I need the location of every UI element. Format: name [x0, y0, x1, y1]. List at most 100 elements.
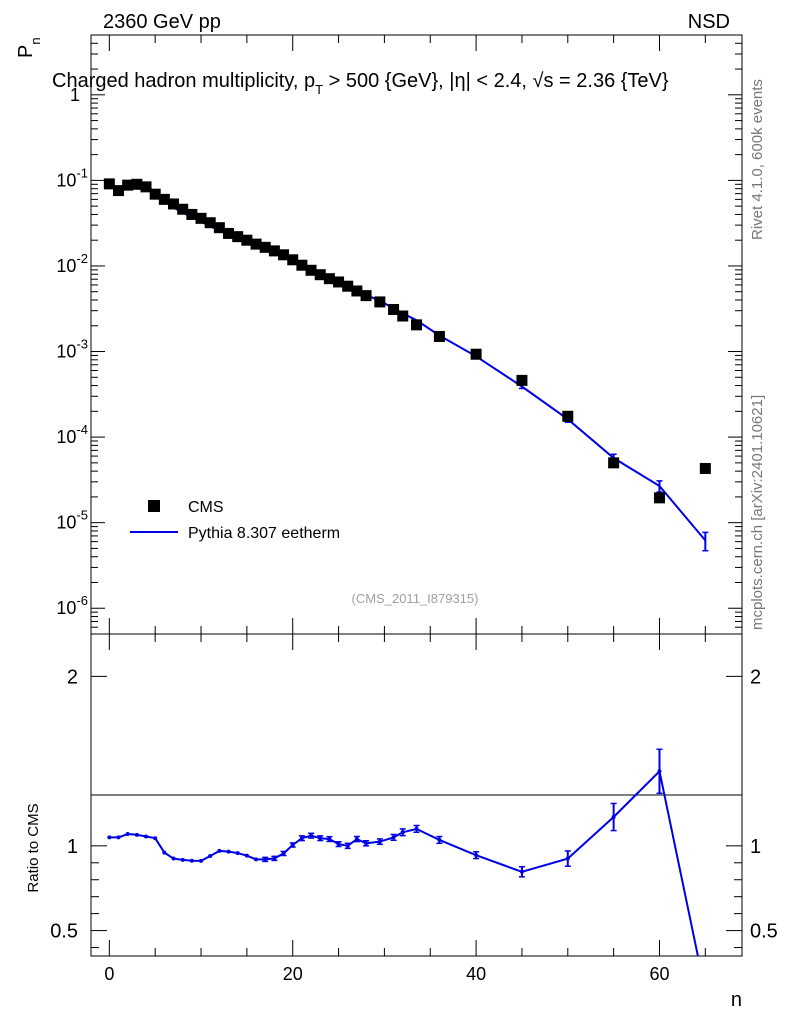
main-ytick-label: 10-5: [56, 508, 88, 533]
cms-point: [195, 212, 207, 224]
cms-point: [608, 457, 620, 469]
cms-point: [296, 259, 308, 271]
x-tick-labels: 0 20 40 60: [104, 964, 669, 984]
main-ytick-label: 10-4: [56, 422, 88, 447]
cms-point: [699, 462, 711, 474]
main-ylabel: Pn: [15, 37, 43, 58]
ratio-line: [109, 769, 699, 956]
rivet-version-label: Rivet 4.1.0, 600k events: [749, 79, 766, 240]
cms-point: [103, 178, 115, 190]
legend: CMS Pythia 8.307 eetherm: [130, 499, 340, 542]
ratio-point: [703, 990, 707, 994]
mcplots-label: mcplots.cern.ch [arXiv:2401.10621]: [749, 395, 766, 630]
ratio-point: [235, 851, 240, 856]
cms-point: [653, 492, 665, 504]
ratio-point: [189, 858, 194, 863]
cms-point: [323, 273, 335, 285]
ratio-point: [116, 835, 121, 840]
legend-cms-label: CMS: [188, 499, 224, 516]
cms-point: [168, 198, 180, 210]
cms-point: [388, 303, 400, 315]
ratio-point: [254, 857, 259, 862]
legend-pythia-label: Pythia 8.307 eetherm: [188, 525, 340, 542]
cms-point: [374, 296, 386, 308]
main-series-group: [103, 178, 711, 552]
cms-point: [177, 203, 189, 215]
cms-point: [213, 222, 225, 234]
cms-point: [122, 179, 134, 191]
ratio-y-tick-labels: 0.5 0.5 1 1 2 2: [50, 666, 778, 942]
ratio-point: [153, 836, 158, 841]
cms-point: [268, 245, 280, 257]
ratio-ytick-label-left: 1: [67, 836, 78, 858]
ratio-point: [180, 857, 185, 862]
main-ytick-label: 10-2: [56, 251, 88, 276]
ratio-series-group: [107, 748, 707, 994]
cms-point: [131, 178, 143, 190]
x-axis-label: n: [731, 989, 742, 1011]
ratio-point: [217, 848, 222, 853]
cms-point: [241, 234, 253, 246]
ratio-point: [244, 853, 249, 858]
cms-point: [397, 310, 409, 322]
ratio-point: [226, 849, 231, 854]
cms-point: [411, 319, 422, 331]
cms-point: [186, 208, 198, 220]
ratio-ytick-label-left: 0.5: [50, 921, 78, 943]
x-tick-label: 40: [466, 964, 486, 984]
ratio-point: [171, 856, 176, 861]
main-y-tick-labels: 10-6 10-5 10-4 10-3 10-2 10-1 1: [56, 85, 88, 618]
cms-point: [149, 188, 161, 200]
cms-point: [287, 254, 299, 266]
energy-label: 2360 GeV pp: [103, 11, 221, 33]
main-panel-frame: [90, 34, 743, 635]
main-ytick-label: 10-3: [56, 337, 88, 362]
pythia-line: [108, 180, 707, 542]
cms-point: [250, 238, 262, 250]
ratio-point: [199, 858, 204, 863]
cms-point: [351, 285, 363, 297]
cms-point: [470, 348, 482, 360]
cms-point: [516, 374, 528, 386]
cms-point: [232, 231, 244, 243]
ratio-ytick-label-right: 0.5: [750, 921, 778, 943]
legend-cms-marker: [148, 500, 160, 512]
x-tick-label: 60: [649, 964, 669, 984]
cms-point: [433, 330, 445, 342]
ratio-point: [134, 832, 139, 837]
ratio-point: [208, 854, 213, 859]
cms-point: [278, 249, 290, 261]
cms-point: [305, 264, 317, 276]
cms-point: [113, 185, 125, 197]
cms-point: [223, 227, 235, 239]
ratio-point: [162, 850, 167, 855]
ratio-ylabel: Ratio to CMS: [25, 803, 42, 892]
cms-point: [562, 410, 574, 422]
main-axis-ticks: [91, 34, 742, 635]
cms-point: [333, 276, 345, 288]
main-ytick-label: 1: [70, 85, 80, 105]
ratio-ytick-label-right: 1: [750, 836, 761, 858]
ratio-point: [144, 834, 149, 839]
x-tick-label: 20: [283, 964, 303, 984]
ratio-point: [107, 835, 112, 840]
cms-point: [204, 217, 216, 229]
process-label: NSD: [688, 11, 730, 33]
cms-point: [314, 269, 326, 281]
main-ytick-label: 10-1: [56, 165, 88, 190]
cms-point: [342, 280, 354, 292]
cms-point: [140, 181, 152, 193]
ratio-ytick-label-left: 2: [67, 666, 78, 688]
ratio-axis-ticks: [91, 634, 742, 956]
cms-point: [259, 241, 271, 253]
ratio-series-clip: [107, 748, 707, 994]
ratio-ytick-label-right: 2: [750, 666, 761, 688]
x-tick-label: 0: [104, 964, 114, 984]
cms-point: [360, 290, 372, 302]
analysis-watermark: (CMS_2011_I879315): [352, 591, 479, 606]
cms-point: [158, 193, 170, 205]
ratio-point: [125, 831, 130, 836]
plot-title: Charged hadron multiplicity, pT > 500 {G…: [52, 70, 669, 97]
main-ytick-label: 10-6: [56, 593, 88, 618]
